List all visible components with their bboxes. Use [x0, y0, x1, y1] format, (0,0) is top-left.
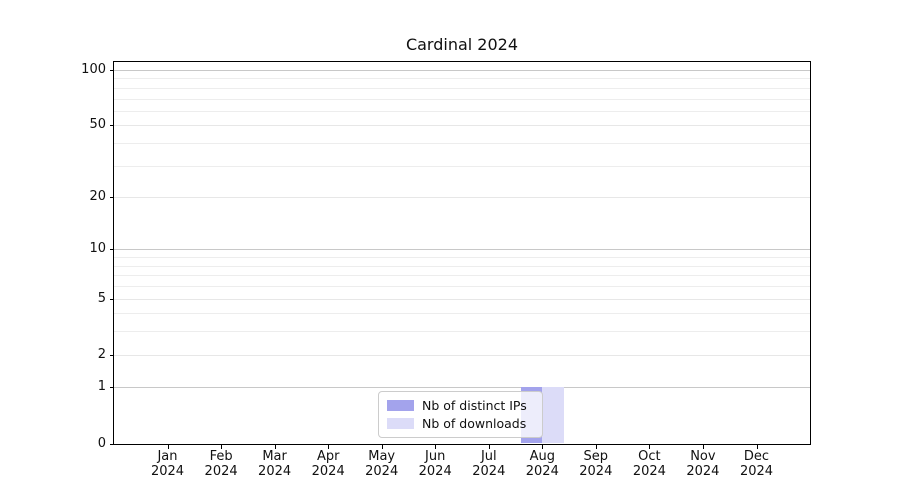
y-tick-mark: [110, 354, 114, 356]
x-tick-label: Mar 2024: [258, 449, 292, 479]
y-tick-label: 20: [89, 189, 106, 205]
x-tick-mark: [702, 445, 704, 449]
x-tick-mark: [649, 445, 651, 449]
y-tick-label: 50: [89, 117, 106, 133]
legend-item: Nb of distinct IPs: [387, 398, 534, 413]
minor-gridline: [114, 87, 810, 89]
major-gridline: [114, 70, 810, 71]
y-tick-label: 100: [81, 62, 106, 77]
y-tick-label: 1: [97, 379, 106, 395]
x-tick-label: Jul 2024: [472, 449, 506, 479]
x-tick-mark: [381, 445, 383, 449]
chart-title: Cardinal 2024: [405, 35, 519, 54]
major-gridline: [114, 249, 810, 251]
y-tick-mark: [110, 249, 114, 251]
minor-gridline: [114, 98, 810, 100]
x-tick-label: Aug 2024: [525, 449, 559, 479]
x-tick-mark: [167, 445, 169, 449]
minor-gridline: [114, 331, 810, 333]
x-tick-mark: [542, 445, 544, 449]
minor-gridline: [114, 257, 810, 259]
x-tick-mark: [756, 445, 758, 449]
legend-label: Nb of downloads: [422, 416, 527, 431]
x-tick-label: Feb 2024: [204, 449, 238, 479]
legend-label: Nb of distinct IPs: [422, 398, 527, 413]
minor-gridline: [114, 313, 810, 315]
major-gridline: [114, 387, 810, 389]
major-gridline: [114, 197, 810, 199]
x-tick-mark: [595, 445, 597, 449]
x-tick-label: May 2024: [365, 449, 399, 479]
bar-nb-of-downloads: [542, 387, 564, 444]
x-tick-mark: [328, 445, 330, 449]
y-tick-label: 10: [89, 241, 106, 257]
minor-gridline: [114, 265, 810, 267]
legend-swatch: [387, 418, 414, 429]
y-tick-label: 2: [97, 346, 106, 362]
legend-item: Nb of downloads: [387, 416, 534, 431]
x-tick-mark: [221, 445, 223, 449]
x-tick-mark: [274, 445, 276, 449]
minor-gridline: [114, 78, 810, 80]
y-tick-mark: [110, 70, 114, 71]
x-tick-label: Apr 2024: [311, 449, 345, 479]
y-tick-mark: [110, 125, 114, 127]
legend-swatch: [387, 400, 414, 411]
y-tick-mark: [110, 387, 114, 389]
minor-gridline: [114, 165, 810, 167]
x-tick-label: Jun 2024: [418, 449, 452, 479]
x-tick-mark: [435, 445, 437, 449]
major-gridline: [114, 125, 810, 127]
x-tick-label: Nov 2024: [686, 449, 720, 479]
y-tick-mark: [110, 443, 114, 445]
y-tick-mark: [110, 197, 114, 199]
y-tick-label: 5: [97, 290, 106, 306]
plot-area: [113, 61, 811, 445]
x-tick-label: Oct 2024: [632, 449, 666, 479]
minor-gridline: [114, 143, 810, 144]
minor-gridline: [114, 110, 810, 112]
legend: Nb of distinct IPs Nb of downloads: [378, 391, 543, 438]
y-tick-mark: [110, 298, 114, 300]
x-tick-label: Sep 2024: [579, 449, 613, 479]
x-tick-label: Jan 2024: [150, 449, 185, 479]
y-tick-label: 0: [97, 435, 106, 451]
minor-gridline: [114, 275, 810, 277]
major-gridline: [114, 298, 810, 300]
minor-gridline: [114, 286, 810, 287]
major-gridline: [114, 354, 810, 356]
x-tick-label: Dec 2024: [739, 449, 774, 479]
x-tick-mark: [488, 445, 490, 449]
